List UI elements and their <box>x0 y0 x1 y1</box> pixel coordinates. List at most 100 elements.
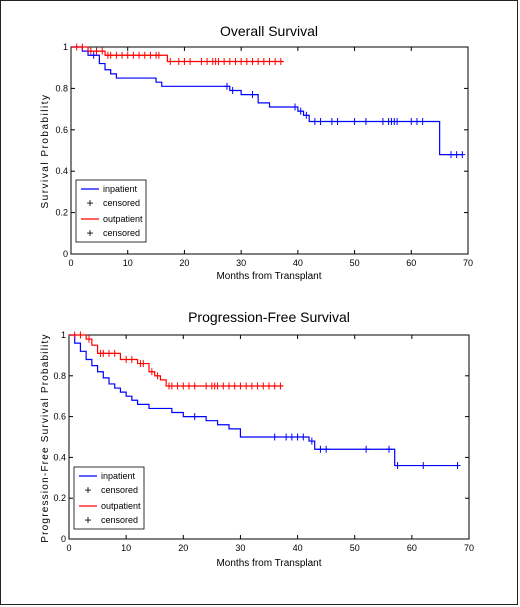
y-tick-label: 0.6 <box>53 412 66 422</box>
x-tick-label: 10 <box>123 258 133 268</box>
outpatient-censored-mark <box>237 382 244 390</box>
outpatient-censored-mark <box>111 349 118 357</box>
inpatient-censored-mark <box>413 118 420 126</box>
outpatient-censored-mark <box>254 382 261 390</box>
outpatient-censored-mark <box>255 57 262 65</box>
x-axis-label: Months from Transplant <box>216 271 321 282</box>
y-axis-ticks: 0 0.2 0.4 0.6 0.8 1 <box>55 42 468 259</box>
outpatient-censored-mark <box>155 51 162 59</box>
x-tick-label: 70 <box>463 258 473 268</box>
outpatient-censored-mark <box>106 349 112 357</box>
outpatient-censored-mark <box>175 57 182 65</box>
outpatient-censored-mark <box>141 51 148 59</box>
legend-outpatient-censored-label: censored <box>101 515 138 525</box>
x-tick-label: 50 <box>350 543 360 553</box>
outpatient-censored-mark <box>168 382 175 390</box>
legend-outpatient-censored-marker: + <box>86 226 93 240</box>
x-tick-label: 70 <box>464 543 474 553</box>
outpatient-censored-mark <box>248 382 255 390</box>
inpatient-censored-mark <box>229 86 236 94</box>
outpatient-censored-mark <box>119 51 126 59</box>
inpatient-censored-mark <box>294 433 301 441</box>
outpatient-censored-mark <box>214 382 221 390</box>
legend-inpatient-label: inpatient <box>101 471 136 481</box>
legend-inpatient-censored-marker: + <box>86 196 93 210</box>
outpatient-censored-mark <box>271 382 278 390</box>
outpatient-censored-mark <box>238 57 245 65</box>
overall-survival-chart: Overall Survival 0 10 20 30 40 50 60 70 0 0.2 0.4… <box>40 23 473 282</box>
x-tick-label: 60 <box>407 543 417 553</box>
x-tick-label: 20 <box>178 543 188 553</box>
inpatient-censored-mark <box>419 118 426 126</box>
legend-outpatient-censored-marker: + <box>84 513 91 527</box>
outpatient-survival-curve <box>71 46 284 63</box>
inpatient-censored-mark <box>249 91 256 99</box>
x-axis-ticks: 0 10 20 30 40 50 60 70 <box>68 47 473 268</box>
y-tick-label: 0.4 <box>55 166 68 176</box>
outpatient-censored-mark <box>266 57 273 65</box>
outpatient-censored-mark <box>130 51 137 59</box>
inpatient-censored-mark <box>447 151 454 159</box>
chart-title: Progression-Free Survival <box>188 309 350 325</box>
inpatient-censored-mark <box>334 118 341 126</box>
inpatient-censored-mark <box>283 433 290 441</box>
outpatient-censored-mark <box>226 57 233 65</box>
outpatient-censored-mark <box>277 382 284 390</box>
inpatient-survival-curve <box>69 334 458 467</box>
y-tick-label: 0.2 <box>53 493 66 503</box>
outpatient-censored-mark <box>243 382 250 390</box>
x-tick-label: 30 <box>235 543 245 553</box>
y-tick-label: 0.8 <box>55 83 68 93</box>
outpatient-censored-mark <box>140 360 147 368</box>
y-axis-ticks: 0 0.2 0.4 0.6 0.8 1 <box>53 330 469 544</box>
legend-outpatient-censored-label: censored <box>103 228 140 238</box>
inpatient-censored-mark <box>317 445 324 453</box>
outpatient-censored-mark <box>203 382 210 390</box>
legend-outpatient-label: outpatient <box>103 214 143 224</box>
x-axis-ticks: 0 10 20 30 40 50 60 70 <box>66 335 474 553</box>
y-axis-label: Progression-Free Survival Probability <box>40 333 51 542</box>
outpatient-censored-mark <box>86 335 92 343</box>
x-tick-label: 20 <box>179 258 189 268</box>
legend-outpatient-label: outpatient <box>101 501 141 511</box>
y-tick-label: 0.4 <box>53 452 66 462</box>
outpatient-censored-mark <box>187 57 194 65</box>
series-layer <box>69 331 461 470</box>
legend-box <box>73 466 145 530</box>
outpatient-censored-mark <box>148 368 155 376</box>
inpatient-censored-mark <box>288 433 295 441</box>
outpatient-censored-mark <box>174 382 181 390</box>
inpatient-censored-mark <box>300 433 307 441</box>
x-axis-label: Months from Transplant <box>216 558 321 569</box>
x-tick-label: 50 <box>350 258 360 268</box>
outpatient-censored-mark <box>221 57 228 65</box>
inpatient-censored-mark <box>454 462 461 470</box>
legend-inpatient-label: inpatient <box>103 184 138 194</box>
inpatient-censored-mark <box>408 118 415 126</box>
y-axis-label: Survival Probability <box>40 93 51 208</box>
inpatient-censored-mark <box>363 445 370 453</box>
inpatient-censored-mark <box>328 118 335 126</box>
outpatient-censored-mark <box>100 349 107 357</box>
plot-area <box>70 46 469 255</box>
legend-inpatient-censored-label: censored <box>101 485 138 495</box>
inpatient-censored-mark <box>223 82 230 90</box>
legend: inpatient + censored outpatient + censor… <box>75 179 147 243</box>
x-tick-label: 0 <box>68 258 73 268</box>
y-tick-label: 0.2 <box>55 208 68 218</box>
inpatient-censored-mark <box>271 433 278 441</box>
legend-inpatient-censored-marker: + <box>84 483 91 497</box>
outpatient-censored-mark <box>128 355 135 363</box>
outpatient-survival-curve <box>69 334 284 387</box>
outpatient-censored-mark <box>243 57 250 65</box>
inpatient-censored-mark <box>303 111 310 119</box>
outpatient-censored-mark <box>71 331 78 339</box>
outpatient-censored-mark <box>79 43 86 51</box>
inpatient-censored-mark <box>317 118 324 126</box>
y-tick-label: 0 <box>61 534 66 544</box>
plot-area <box>68 334 470 540</box>
inpatient-censored-mark <box>90 51 97 59</box>
outpatient-censored-mark <box>99 47 106 55</box>
outpatient-censored-mark <box>180 382 187 390</box>
outpatient-censored-mark <box>198 57 205 65</box>
